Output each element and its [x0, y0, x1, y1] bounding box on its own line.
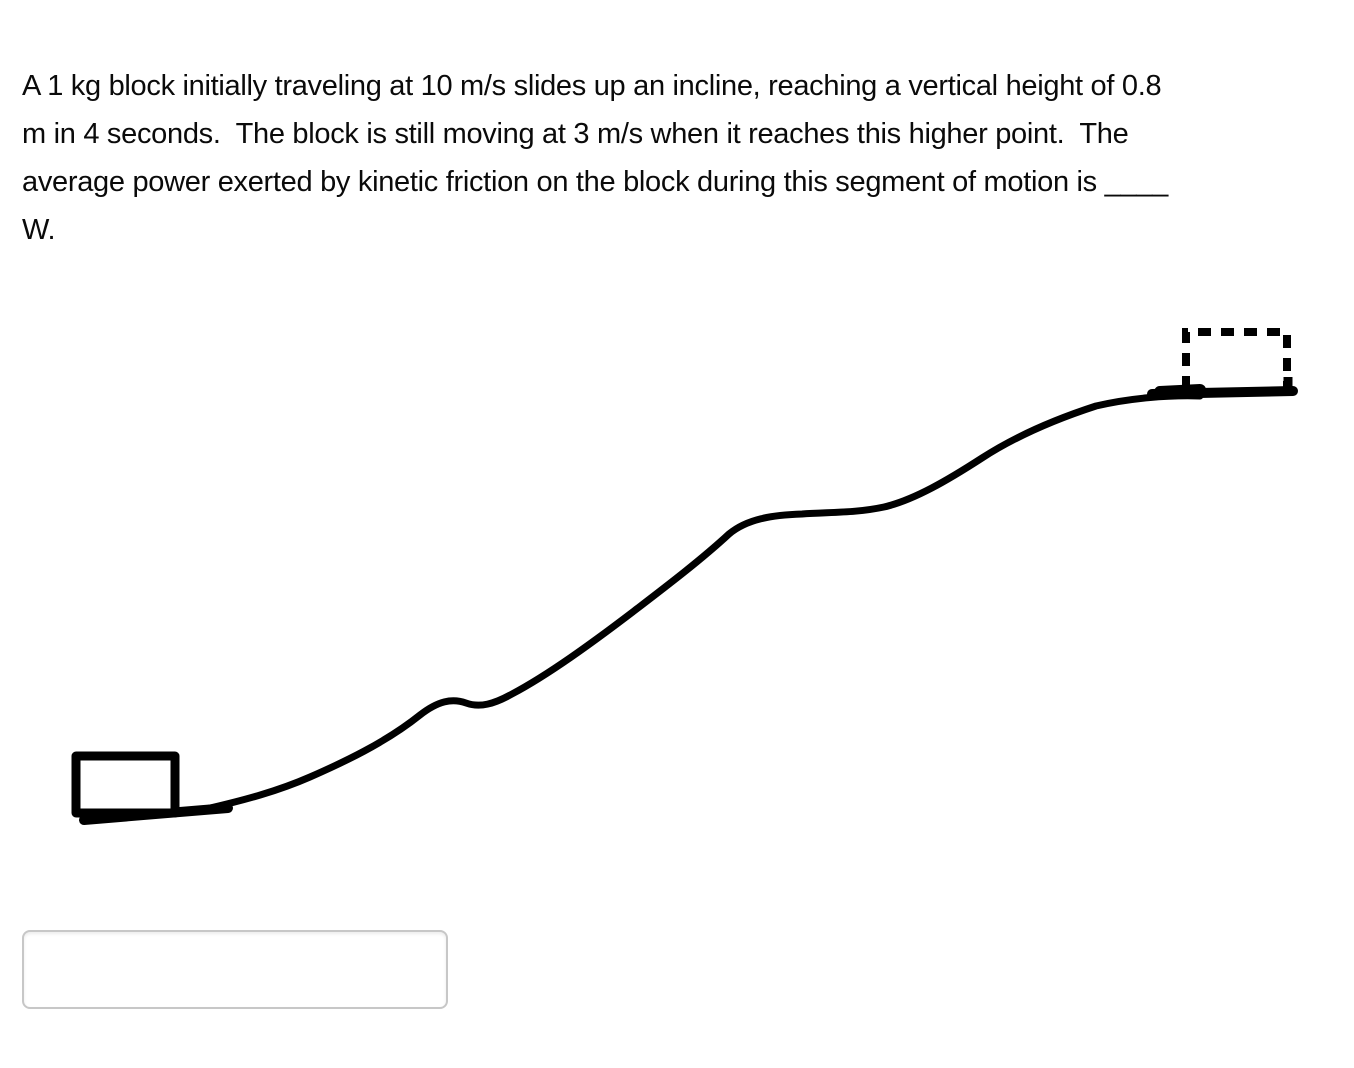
start-block — [71, 751, 180, 818]
plateau-left-overhang — [1154, 384, 1206, 398]
question-line-4: W. — [22, 214, 56, 246]
incline-curve — [202, 392, 1204, 813]
question-text: A 1 kg block initially traveling at 10 m… — [22, 62, 1168, 254]
answer-input[interactable] — [22, 930, 448, 1009]
question-line-3: average power exerted by kinetic frictio… — [22, 166, 1168, 198]
end-block-dashed — [1182, 328, 1291, 389]
question-line-1: A 1 kg block initially traveling at 10 m… — [22, 70, 1162, 102]
question-line-2: m in 4 seconds. The block is still movin… — [22, 118, 1129, 150]
